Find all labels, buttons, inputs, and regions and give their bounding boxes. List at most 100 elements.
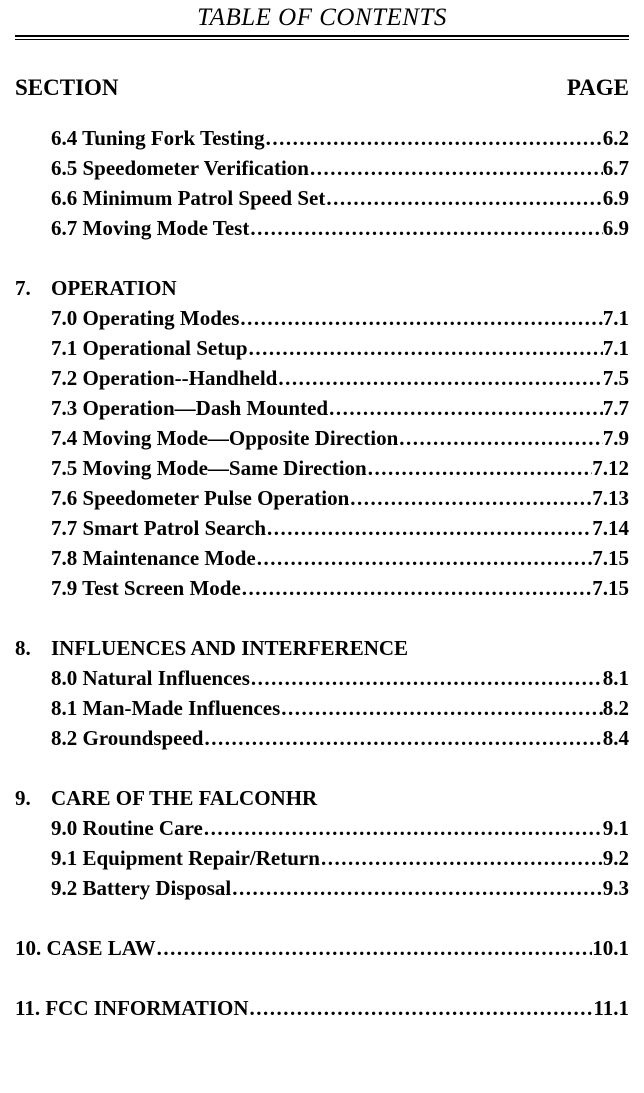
toc-label: 7.9 Test Screen Mode (51, 573, 241, 603)
toc-label: 7.3 Operation—Dash Mounted (51, 393, 328, 423)
section-number: 9. (15, 783, 51, 813)
page-number: 7.14 (592, 513, 629, 543)
section-heading-row: 10. CASE LAW 10.1 (15, 933, 629, 963)
leader-dots (399, 423, 602, 453)
toc-label: 8.0 Natural Influences (51, 663, 250, 693)
toc-label: 7.4 Moving Mode—Opposite Direction (51, 423, 398, 453)
heading-section: SECTION (15, 75, 119, 101)
page-number: 7.9 (603, 423, 629, 453)
toc-label: 7.2 Operation--Handheld (51, 363, 277, 393)
toc-entry: 8.1 Man-Made Influences 8.2 (15, 693, 629, 723)
toc-entry: 7.5 Moving Mode—Same Direction 7.12 (15, 453, 629, 483)
toc-label: 9.1 Equipment Repair/Return (51, 843, 320, 873)
page-number: 6.9 (603, 213, 629, 243)
toc-entry: 9.0 Routine Care 9.1 (15, 813, 629, 843)
leader-dots (250, 993, 594, 1023)
toc-label: 6.4 Tuning Fork Testing (51, 123, 265, 153)
rule-thin (15, 39, 629, 40)
page-number: 6.7 (603, 153, 629, 183)
toc-entry: 9.2 Battery Disposal 9.3 (15, 873, 629, 903)
leader-dots (329, 393, 603, 423)
toc-entry: 7.3 Operation—Dash Mounted 7.7 (15, 393, 629, 423)
toc-entry: 6.6 Minimum Patrol Speed Set 6.9 (15, 183, 629, 213)
toc-entry: 7.6 Speedometer Pulse Operation7.13 (15, 483, 629, 513)
section-title: INFLUENCES AND INTERFERENCE (51, 633, 408, 663)
section-spacer (15, 903, 629, 933)
page-title: TABLE OF CONTENTS (15, 0, 629, 35)
toc-label: 7.5 Moving Mode—Same Direction (51, 453, 367, 483)
page-number: 7.15 (592, 573, 629, 603)
page-number: 10.1 (592, 933, 629, 963)
leader-dots (326, 183, 602, 213)
leader-dots (204, 813, 603, 843)
toc-label: 7.0 Operating Modes (51, 303, 239, 333)
leader-dots (240, 303, 602, 333)
section-number: 7. (15, 273, 51, 303)
section-number: 8. (15, 633, 51, 663)
leader-dots (281, 693, 603, 723)
leader-dots (205, 723, 603, 753)
leader-dots (242, 573, 592, 603)
toc-entry: 7.9 Test Screen Mode 7.15 (15, 573, 629, 603)
section-heading-row: 11. FCC INFORMATION11.1 (15, 993, 629, 1023)
page-number: 7.15 (592, 543, 629, 573)
leader-dots (278, 363, 602, 393)
toc-label: 7.8 Maintenance Mode (51, 543, 256, 573)
section-heading-row: 7.OPERATION (15, 273, 629, 303)
leader-dots (321, 843, 603, 873)
page-number: 8.4 (603, 723, 629, 753)
toc-entry: 6.4 Tuning Fork Testing 6.2 (15, 123, 629, 153)
toc-entry: 8.2 Groundspeed 8.4 (15, 723, 629, 753)
toc-entry: 7.4 Moving Mode—Opposite Direction 7.9 (15, 423, 629, 453)
page-container: TABLE OF CONTENTS SECTION PAGE 6.4 Tunin… (0, 0, 644, 1093)
page-number: 7.7 (603, 393, 629, 423)
page-number: 9.3 (603, 873, 629, 903)
page-number: 8.1 (603, 663, 629, 693)
section-title: CARE OF THE FALCONHR (51, 783, 317, 813)
leader-dots (257, 543, 593, 573)
column-headings: SECTION PAGE (15, 75, 629, 101)
toc-label: 7.6 Speedometer Pulse Operation (51, 483, 349, 513)
leader-dots (250, 213, 602, 243)
toc-label: 9.2 Battery Disposal (51, 873, 231, 903)
page-number: 9.2 (603, 843, 629, 873)
page-number: 7.1 (603, 303, 629, 333)
toc-entry: 7.2 Operation--Handheld7.5 (15, 363, 629, 393)
page-number: 7.12 (592, 453, 629, 483)
section-spacer (15, 243, 629, 273)
toc-entry: 6.7 Moving Mode Test 6.9 (15, 213, 629, 243)
toc-entry: 7.0 Operating Modes 7.1 (15, 303, 629, 333)
leader-dots (368, 453, 593, 483)
leader-dots (232, 873, 603, 903)
section-spacer (15, 753, 629, 783)
section-heading-row: 8.INFLUENCES AND INTERFERENCE (15, 633, 629, 663)
toc-entry: 6.5 Speedometer Verification6.7 (15, 153, 629, 183)
leader-dots (251, 663, 603, 693)
section-spacer (15, 603, 629, 633)
table-of-contents: 6.4 Tuning Fork Testing 6.26.5 Speedomete… (15, 123, 629, 1053)
toc-entry: 7.8 Maintenance Mode 7.15 (15, 543, 629, 573)
leader-dots (310, 153, 603, 183)
page-number: 6.9 (603, 183, 629, 213)
leader-dots (350, 483, 592, 513)
page-number: 6.2 (603, 123, 629, 153)
page-number: 8.2 (603, 693, 629, 723)
toc-label: 7.7 Smart Patrol Search (51, 513, 266, 543)
section-heading-row: 9.CARE OF THE FALCONHR (15, 783, 629, 813)
page-number: 7.1 (603, 333, 629, 363)
toc-label: 8.2 Groundspeed (51, 723, 204, 753)
toc-entry: 8.0 Natural Influences 8.1 (15, 663, 629, 693)
toc-label: 9.0 Routine Care (51, 813, 203, 843)
toc-label: 6.6 Minimum Patrol Speed Set (51, 183, 325, 213)
rule-thick (15, 35, 629, 37)
section-label: 11. FCC INFORMATION (15, 993, 249, 1023)
leader-dots (249, 333, 603, 363)
toc-entry: 7.1 Operational Setup 7.1 (15, 333, 629, 363)
toc-label: 7.1 Operational Setup (51, 333, 248, 363)
page-number: 9.1 (603, 813, 629, 843)
leader-dots (267, 513, 592, 543)
toc-label: 6.7 Moving Mode Test (51, 213, 249, 243)
section-title: OPERATION (51, 273, 177, 303)
toc-label: 8.1 Man-Made Influences (51, 693, 280, 723)
section-label: 10. CASE LAW (15, 933, 156, 963)
